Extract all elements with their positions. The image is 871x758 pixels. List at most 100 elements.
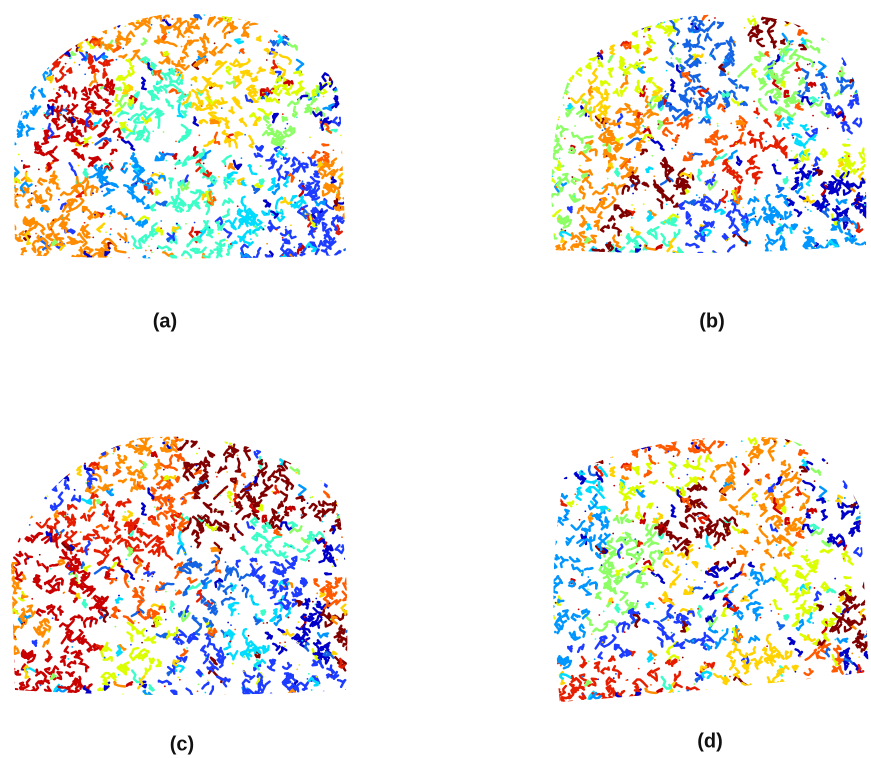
segment-speck — [766, 645, 768, 647]
segment-speck — [613, 701, 619, 710]
segment-speck — [276, 153, 278, 155]
segment-speck — [834, 639, 836, 641]
segment-speck — [829, 619, 836, 623]
segment-speck — [195, 232, 201, 235]
segment-speck — [710, 49, 715, 59]
segment-speck — [551, 607, 553, 609]
segment-speck — [802, 156, 805, 161]
segment-speck — [90, 620, 92, 622]
segment-speck — [577, 488, 579, 490]
segment-speck — [176, 223, 178, 225]
segment-speck — [561, 228, 563, 230]
segment-speck — [547, 199, 553, 206]
segment-speck — [597, 698, 605, 704]
segment-speck — [693, 35, 700, 47]
segment-speck — [737, 126, 739, 128]
segment-speck — [68, 30, 77, 36]
segment-speck — [291, 158, 297, 166]
segment-speck — [658, 434, 660, 436]
segment-speck — [307, 27, 309, 29]
segment-speck — [264, 201, 270, 207]
segment-speck — [322, 151, 324, 153]
segment-speck — [20, 95, 22, 97]
segment-speck — [249, 165, 257, 174]
segment-speck — [698, 606, 702, 617]
segment-speck — [270, 438, 280, 444]
segment-speck — [724, 675, 726, 677]
segment-speck — [599, 519, 601, 521]
segment-speck — [678, 437, 680, 439]
segment-speck — [580, 427, 589, 433]
segment-speck — [192, 77, 197, 81]
segment-speck — [595, 25, 597, 27]
segment-speck — [646, 689, 657, 693]
segment-speck — [260, 536, 273, 543]
segment-speck — [144, 563, 149, 570]
segment-speck — [302, 180, 304, 182]
segment-speck — [59, 532, 61, 534]
segment-speck — [142, 39, 147, 45]
segment-speck — [229, 607, 236, 615]
segment-speck — [772, 434, 778, 439]
segment-speck — [861, 13, 867, 22]
segment-speck — [816, 73, 824, 77]
segment-speck — [16, 44, 23, 48]
segment-speck — [542, 39, 550, 44]
segment-speck — [866, 477, 871, 485]
segment-speck — [695, 702, 697, 704]
segment-speck — [807, 686, 812, 690]
segment-speck — [676, 58, 680, 62]
segment-speck — [269, 585, 271, 587]
segment-speck — [332, 59, 334, 61]
segment-speck — [753, 493, 757, 501]
segment-speck — [563, 255, 572, 262]
segment-speck — [218, 583, 223, 590]
segment-speck — [769, 56, 771, 58]
segment-speck — [63, 692, 71, 698]
segment-speck — [801, 505, 803, 507]
segment-speck — [8, 534, 14, 540]
segment-speck — [31, 598, 33, 600]
segment-speck — [14, 187, 16, 189]
segment-speck — [568, 207, 572, 212]
segment-speck — [260, 165, 262, 167]
segment-speck — [673, 567, 678, 574]
segment-speck — [855, 521, 860, 523]
segment-speck — [247, 641, 256, 647]
segment-speck — [164, 611, 166, 613]
segment-speck — [731, 547, 733, 549]
segment-speck — [844, 26, 855, 32]
segment-speck — [550, 195, 552, 197]
segment-speck — [154, 506, 156, 508]
segment-speck — [745, 451, 747, 453]
segment-speck — [301, 514, 303, 516]
segment-speck — [91, 494, 97, 498]
segment-speck — [548, 444, 552, 449]
segment-speck — [623, 186, 630, 194]
segment-speck — [224, 438, 232, 444]
segment-speck — [138, 622, 140, 624]
segment-speck — [814, 480, 816, 482]
segment-speck — [302, 208, 304, 210]
segment-speck — [851, 678, 857, 685]
segment-speck — [782, 507, 785, 513]
segment-speck — [64, 515, 66, 517]
segment-speck — [234, 629, 236, 631]
segment-speck — [862, 44, 865, 49]
segment-speck — [156, 510, 158, 512]
segment-speck — [293, 427, 298, 434]
segment-speck — [686, 474, 688, 476]
segment-speck — [789, 187, 791, 189]
segment-speck — [231, 445, 233, 447]
segment-speck — [322, 144, 328, 145]
segment-speck — [652, 697, 654, 699]
segment-speck — [847, 229, 849, 231]
segment-speck — [650, 102, 652, 104]
segment-speck — [319, 502, 331, 506]
segment-speck — [772, 224, 774, 226]
segment-speck — [609, 216, 614, 220]
segment-speck — [266, 213, 268, 215]
segment-speck — [336, 545, 344, 553]
segment-speck — [116, 461, 121, 468]
segment-speck — [859, 432, 867, 437]
